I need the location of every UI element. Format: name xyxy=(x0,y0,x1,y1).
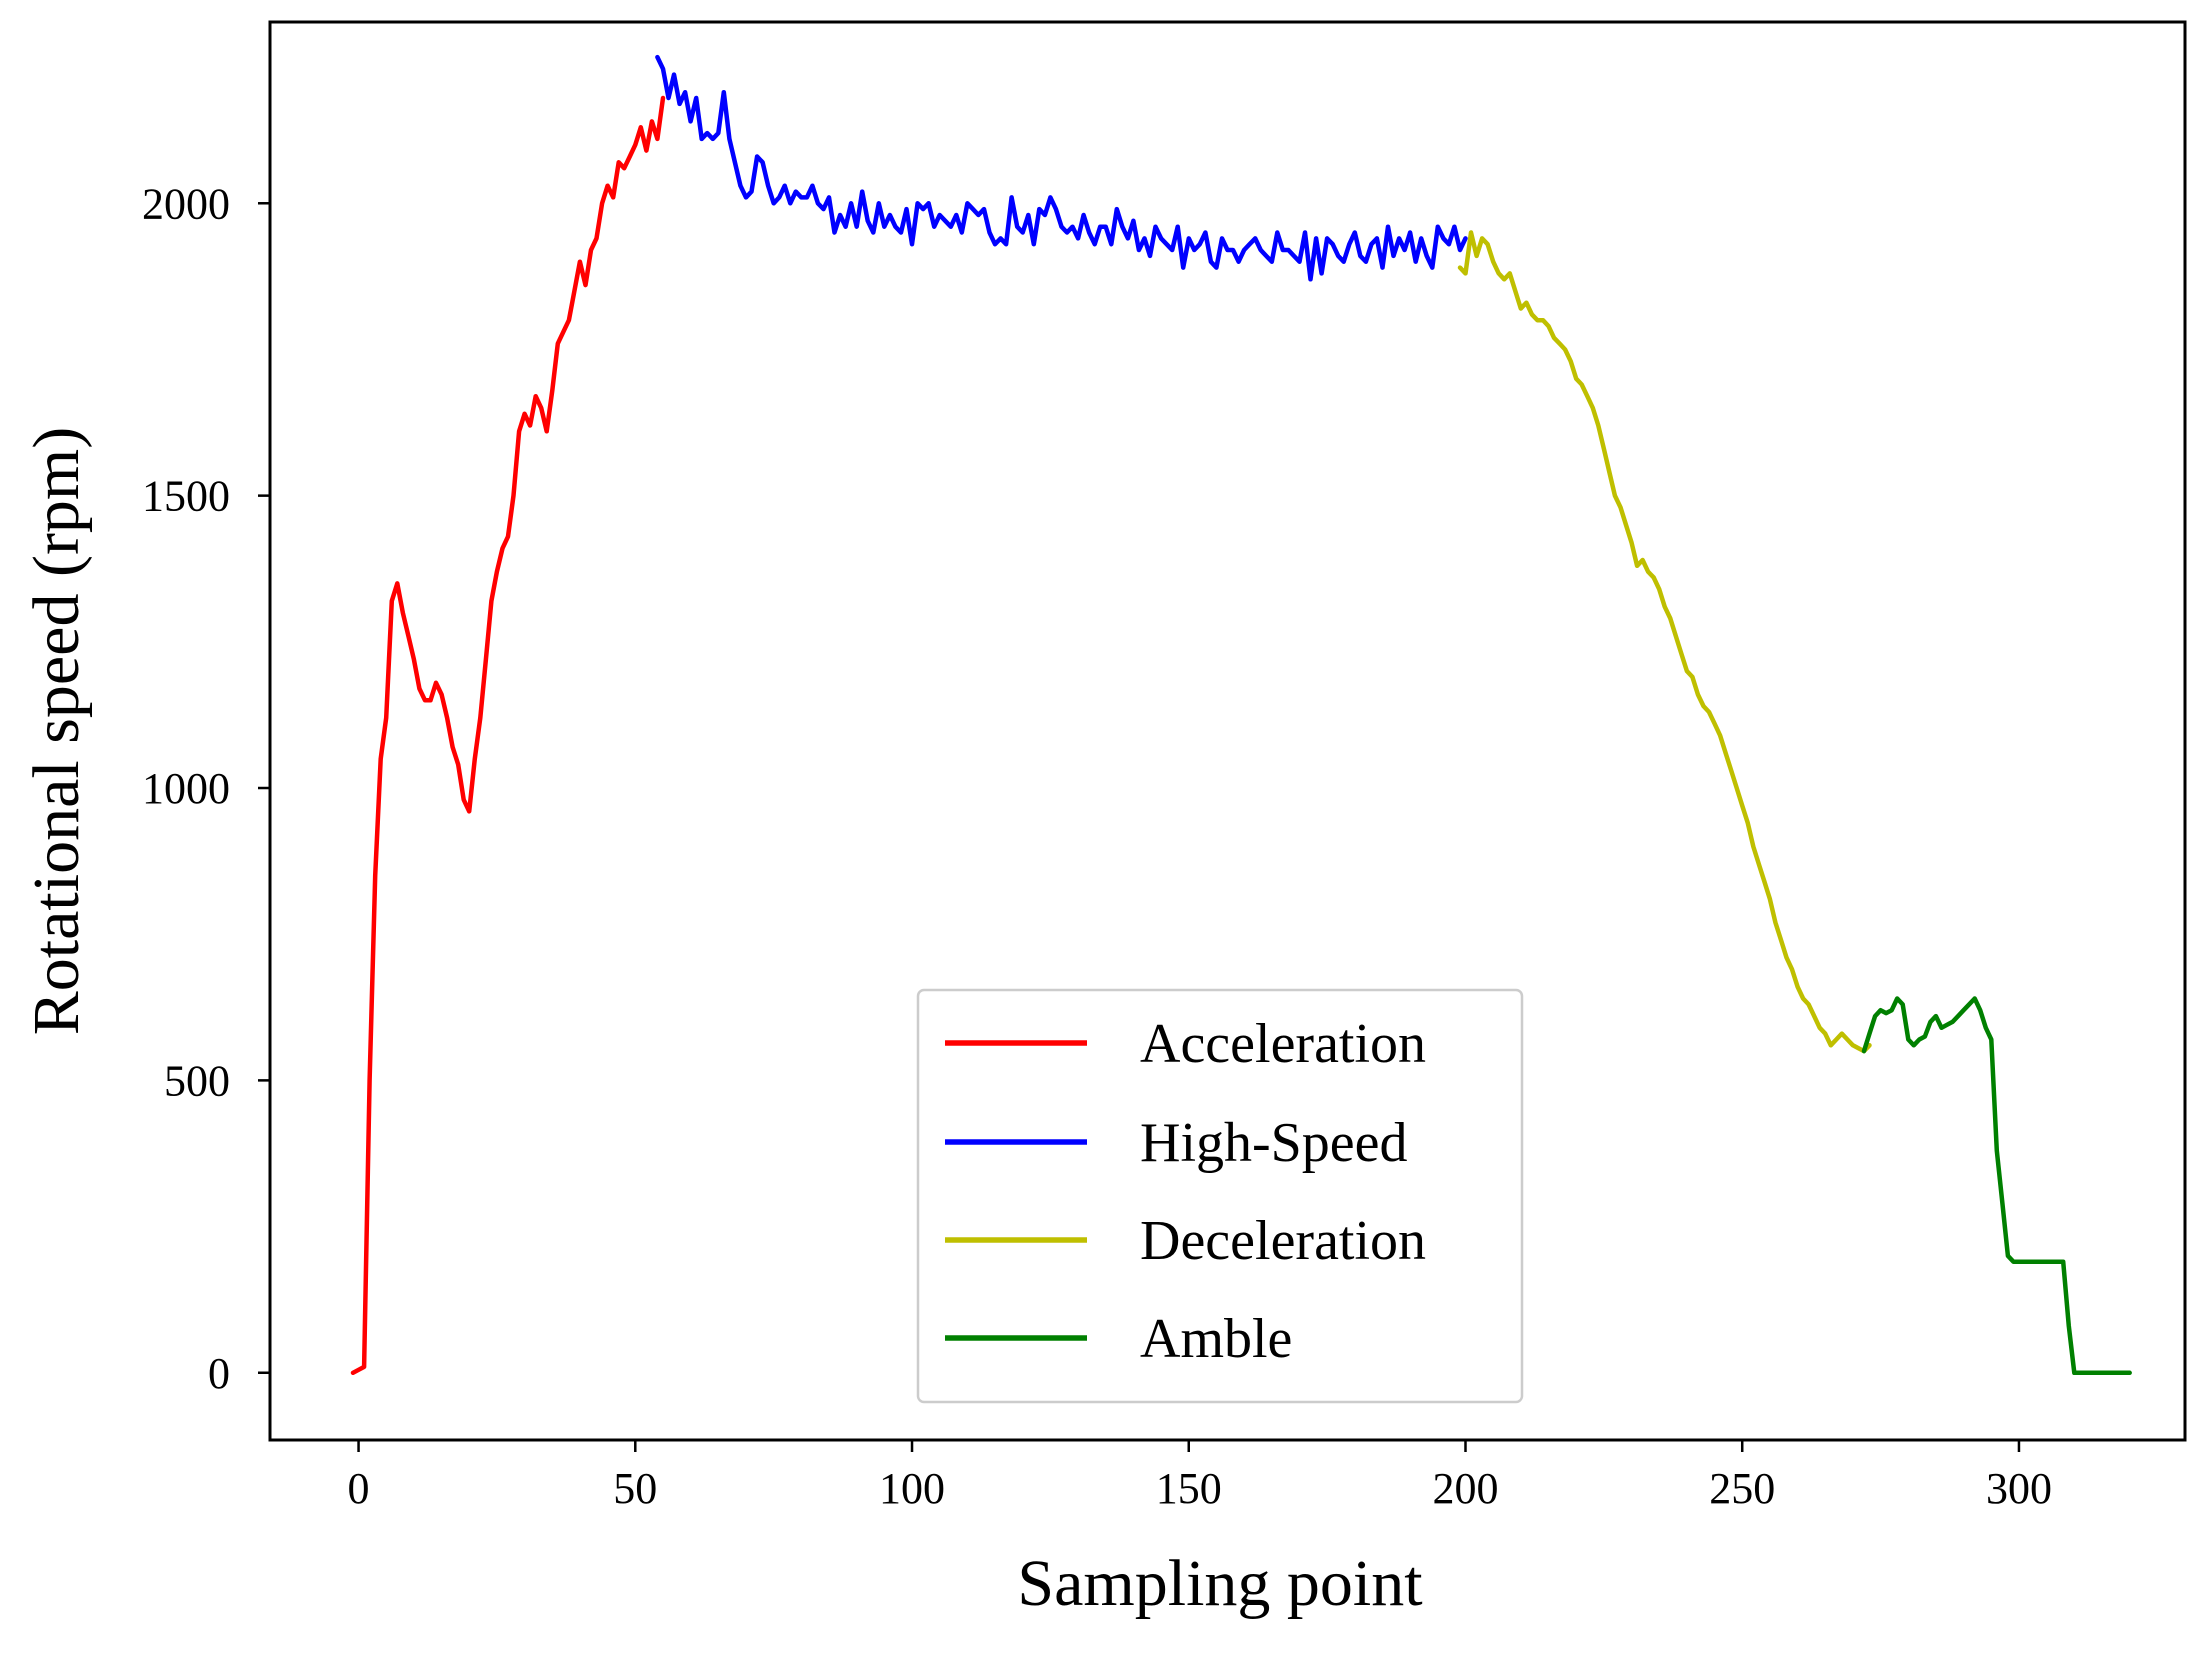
series-line-deceleration xyxy=(1457,230,1872,1054)
x-tick-label: 250 xyxy=(1709,1464,1775,1513)
y-tick-label: 1500 xyxy=(142,472,230,521)
y-tick-label: 2000 xyxy=(142,179,230,228)
y-tick-label: 0 xyxy=(208,1349,230,1398)
legend-label-deceleration: Deceleration xyxy=(1140,1210,1426,1272)
series-line-high-speed xyxy=(655,54,1468,282)
legend-label-high-speed: High-Speed xyxy=(1140,1112,1408,1174)
y-axis-label: Rotational speed (rpm) xyxy=(20,427,93,1036)
legend-label-acceleration: Acceleration xyxy=(1140,1013,1426,1075)
x-tick-label: 150 xyxy=(1156,1464,1222,1513)
x-tick-label: 50 xyxy=(613,1464,657,1513)
x-ticks: 0 50 100 150 200 250 300 xyxy=(348,1440,2052,1513)
series-line-amble xyxy=(1861,996,2132,1376)
x-axis-label: Sampling point xyxy=(1017,1547,1422,1620)
y-tick-label: 500 xyxy=(164,1056,230,1105)
legend-box xyxy=(916,988,1524,1404)
x-tick-label: 100 xyxy=(879,1464,945,1513)
y-ticks: 0 500 1000 1500 2000 xyxy=(142,179,270,1398)
series-layer xyxy=(350,54,2132,1376)
legend-label-amble: Amble xyxy=(1140,1308,1292,1370)
legend: Acceleration High-Speed Deceleration Amble xyxy=(916,988,1524,1404)
x-tick-label: 200 xyxy=(1432,1464,1498,1513)
plot-frame xyxy=(268,20,2187,1442)
x-tick-label: 300 xyxy=(1986,1464,2052,1513)
series-line-acceleration xyxy=(350,95,666,1376)
x-tick-label: 0 xyxy=(348,1464,370,1513)
y-tick-label: 1000 xyxy=(142,764,230,813)
